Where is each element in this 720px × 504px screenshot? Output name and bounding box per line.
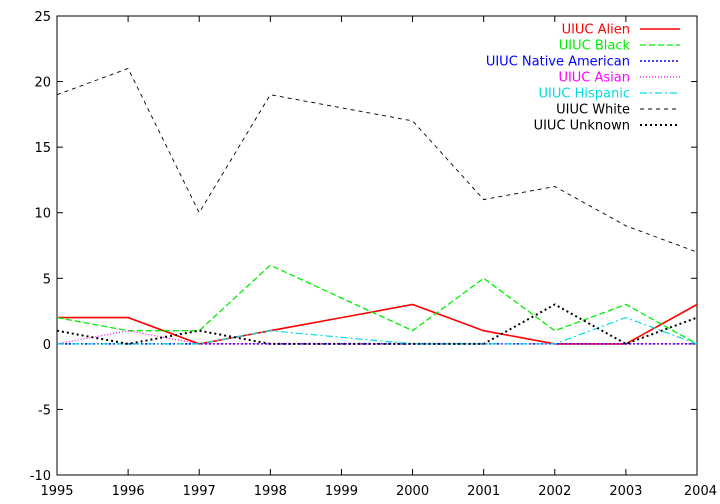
series-line-0: [57, 303, 698, 345]
x-tick-label: 1997: [183, 484, 216, 499]
x-axis: 1995 1996 1997 1998 1999 2000 2001 2002 2003 2004: [40, 16, 717, 499]
legend-label: UIUC Native American: [486, 55, 630, 70]
series-line-5: [56, 67, 698, 253]
series-line-1: [56, 264, 698, 345]
y-tick-label: 20: [34, 76, 51, 91]
y-tick-label: 5: [43, 272, 51, 287]
x-tick-label: 1996: [112, 484, 145, 499]
y-tick-label: 10: [34, 207, 51, 222]
plot-frame: [56, 15, 698, 476]
legend-label: UIUC Hispanic: [539, 87, 630, 102]
x-tick-label: 1995: [40, 484, 73, 499]
legend-label: UIUC Alien: [562, 23, 630, 38]
x-tick-label: 1999: [325, 484, 358, 499]
legend-label: UIUC White: [556, 103, 630, 118]
legend-label: UIUC Unknown: [534, 119, 630, 134]
x-tick-label: 1998: [254, 484, 287, 499]
legend-label: UIUC Black: [559, 39, 631, 54]
y-tick-label: 0: [43, 338, 51, 353]
y-axis: -10 -5 0 5 10 15 20 25: [30, 10, 697, 484]
y-tick-label: 15: [34, 141, 51, 156]
series-line-4: [57, 316, 698, 345]
series-line-3: [56, 330, 697, 345]
y-tick-label: -5: [38, 403, 51, 418]
x-tick-label: 2004: [684, 484, 717, 499]
series-lines: [56, 67, 698, 345]
x-tick-label: 2001: [467, 484, 500, 499]
x-tick-label: 2003: [609, 484, 642, 499]
x-tick-label: 2000: [396, 484, 429, 499]
x-tick-label: 2002: [538, 484, 571, 499]
y-tick-label: -10: [30, 469, 51, 484]
y-tick-label: 25: [34, 10, 51, 25]
legend-label: UIUC Asian: [558, 71, 630, 86]
